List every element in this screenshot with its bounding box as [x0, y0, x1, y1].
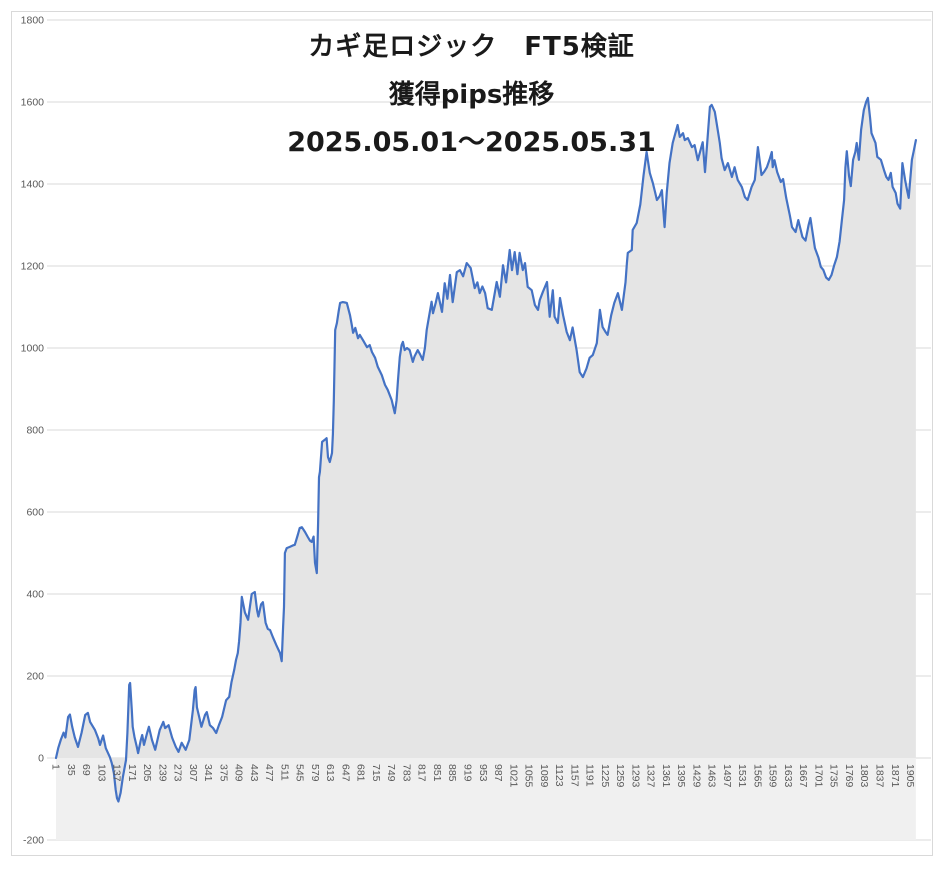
x-tick-label-69: 69	[80, 764, 92, 776]
x-tick-label-1123: 1123	[553, 764, 565, 787]
x-tick-label-1667: 1667	[797, 764, 809, 788]
y-tick-label-1600: 1600	[21, 97, 45, 109]
x-tick-label-1633: 1633	[782, 764, 794, 788]
x-tick-label-443: 443	[248, 764, 260, 782]
x-tick-label-511: 511	[278, 764, 290, 781]
x-tick-label-1361: 1361	[660, 764, 672, 788]
y-tick-label-800: 800	[26, 425, 44, 437]
x-tick-label-1089: 1089	[538, 764, 550, 788]
x-tick-label-307: 307	[187, 764, 199, 782]
x-tick-label-783: 783	[401, 764, 413, 782]
x-tick-label-239: 239	[156, 764, 168, 782]
x-tick-label-1259: 1259	[614, 764, 626, 788]
x-tick-label-1157: 1157	[568, 764, 580, 787]
y-tick-label-1400: 1400	[21, 179, 45, 191]
x-tick-label-1293: 1293	[629, 764, 641, 788]
chart-area-border	[11, 11, 933, 856]
x-axis-labels: 1 35 69 103 137 171 205 239 273 307 341 375 409 443 47…	[50, 764, 917, 788]
x-tick-label-1531: 1531	[736, 764, 748, 788]
y-tick-label-1200: 1200	[21, 261, 45, 273]
x-tick-label-681: 681	[355, 764, 367, 782]
zero-band	[56, 758, 916, 840]
x-tick-label-1327: 1327	[645, 764, 657, 788]
x-tick-label-1701: 1701	[813, 764, 825, 788]
x-tick-label-1599: 1599	[767, 764, 779, 788]
y-tick-label--200: -200	[23, 835, 44, 847]
x-tick-label-647: 647	[339, 764, 351, 782]
y-tick-label-600: 600	[26, 507, 44, 519]
x-tick-label-1021: 1021	[507, 764, 519, 788]
series-line	[54, 96, 917, 803]
x-tick-label-35: 35	[65, 764, 77, 776]
x-tick-label-1055: 1055	[523, 764, 535, 788]
x-tick-label-205: 205	[141, 764, 153, 782]
x-tick-label-137: 137	[111, 764, 123, 782]
x-tick-label-1803: 1803	[858, 764, 870, 788]
x-tick-label-817: 817	[416, 764, 428, 782]
x-tick-label-1769: 1769	[843, 764, 855, 788]
x-tick-label-1225: 1225	[599, 764, 611, 788]
x-tick-label-1395: 1395	[675, 764, 687, 788]
x-tick-label-579: 579	[309, 764, 321, 782]
x-tick-label-1497: 1497	[721, 764, 733, 788]
x-tick-label-749: 749	[385, 764, 397, 782]
y-tick-label-1800: 1800	[21, 15, 45, 27]
x-tick-label-545: 545	[294, 764, 306, 782]
x-tick-label-953: 953	[477, 764, 489, 782]
x-tick-label-851: 851	[431, 764, 443, 782]
x-tick-label-1735: 1735	[828, 764, 840, 788]
x-tick-label-103: 103	[95, 764, 107, 782]
x-tick-label-1871: 1871	[889, 764, 901, 788]
x-tick-label-375: 375	[217, 764, 229, 782]
x-tick-label-341: 341	[202, 764, 214, 782]
x-tick-label-885: 885	[446, 764, 458, 782]
x-tick-label-1837: 1837	[874, 764, 886, 788]
x-tick-label-409: 409	[233, 764, 245, 782]
x-tick-label-273: 273	[172, 764, 184, 782]
x-tick-label-477: 477	[263, 764, 275, 782]
x-tick-label-715: 715	[370, 764, 382, 782]
y-tick-label-1000: 1000	[21, 343, 45, 355]
line-series	[54, 96, 917, 803]
below-zero-band	[56, 758, 916, 840]
y-tick-label-200: 200	[26, 671, 44, 683]
x-tick-label-1429: 1429	[690, 764, 702, 788]
y-tick-label-0: 0	[38, 753, 44, 765]
y-axis-labels: -200 0 200 400 600 800 1000 1200 1400 1600 1800	[21, 15, 45, 847]
area-series-fill	[56, 97, 916, 802]
x-tick-label-1463: 1463	[706, 764, 718, 788]
x-tick-label-1191: 1191	[584, 764, 596, 787]
x-tick-label-171: 171	[126, 764, 138, 782]
x-tick-label-1905: 1905	[904, 764, 916, 788]
chart-border	[11, 11, 933, 856]
x-tick-label-613: 613	[324, 764, 336, 782]
x-tick-label-919: 919	[462, 764, 474, 782]
y-tick-label-400: 400	[26, 589, 44, 601]
x-tick-label-1: 1	[50, 764, 62, 770]
x-tick-label-987: 987	[492, 764, 504, 782]
x-tick-label-1565: 1565	[751, 764, 763, 788]
area-fill	[56, 97, 916, 802]
